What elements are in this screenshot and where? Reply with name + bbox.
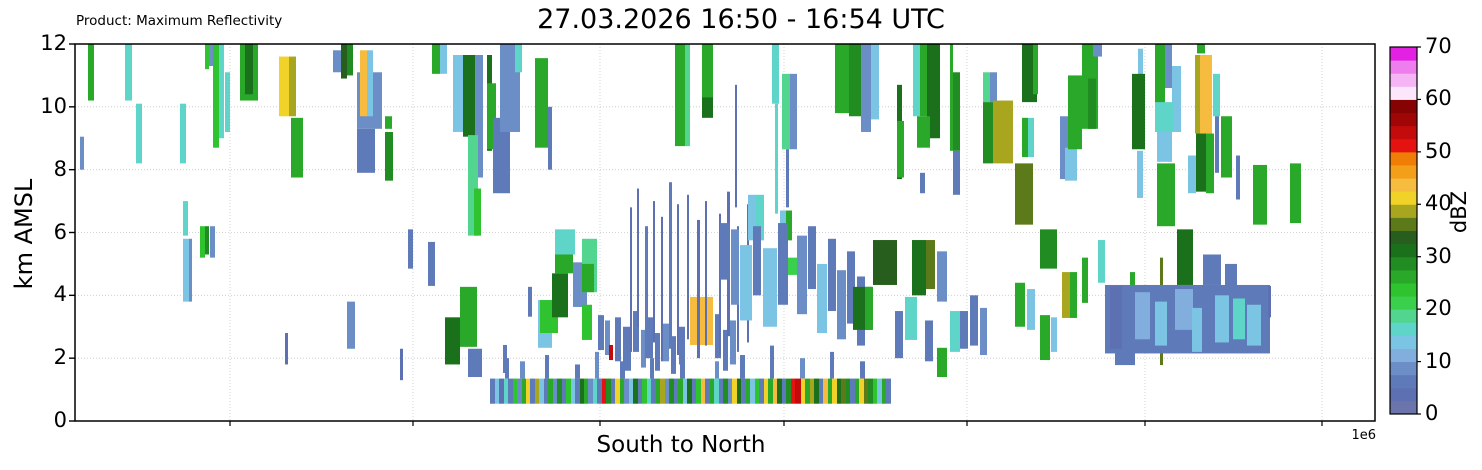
y-tick-label: 12 — [40, 31, 67, 55]
colorbar-tick-label: 20 — [1425, 296, 1452, 321]
y-tick-label: 6 — [53, 219, 67, 244]
colorbar-tick-label: 40 — [1425, 191, 1452, 216]
y-tick-label: 2 — [53, 345, 67, 370]
colorbar-tick-label: 30 — [1425, 243, 1452, 268]
chart-title: 27.03.2026 16:50 - 16:54 UTC — [537, 4, 945, 35]
x-axis-offset-label: 1e6 — [1351, 428, 1376, 443]
colorbar-tick-label: 50 — [1425, 138, 1452, 163]
colorbar-tick-label: 60 — [1425, 86, 1452, 111]
y-tick-label: 0 — [53, 408, 67, 432]
colorbar-tick-label: 0 — [1425, 401, 1439, 425]
x-axis-label: South to North — [596, 432, 766, 458]
product-label: Product: Maximum Reflectivity — [76, 13, 283, 29]
y-tick-label: 8 — [53, 156, 67, 181]
colorbar-tick-label: 70 — [1425, 34, 1452, 58]
y-tick-label: 10 — [40, 93, 67, 118]
colorbar-tick-label: 10 — [1425, 348, 1452, 373]
y-tick-label: 4 — [53, 282, 67, 307]
